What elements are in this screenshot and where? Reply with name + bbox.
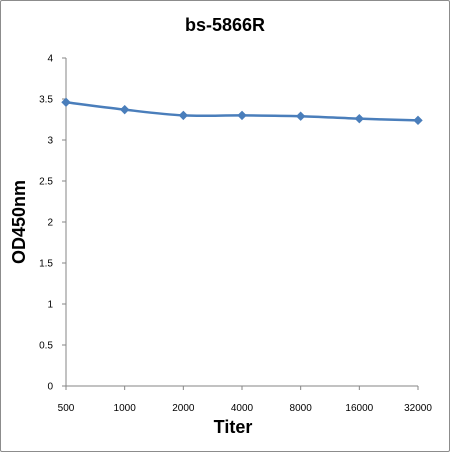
data-point xyxy=(237,110,247,121)
x-tick-label: 8000 xyxy=(290,403,313,414)
y-tick-labels: 0 0.5 1 1.5 2 2.5 3 3.5 4 xyxy=(39,54,53,393)
y-tick-label: 1.5 xyxy=(39,259,53,270)
axes xyxy=(62,57,419,390)
y-axis-title: OD450nm xyxy=(9,180,29,264)
data-point xyxy=(354,113,365,124)
y-tick-label: 4 xyxy=(47,54,53,65)
data-point xyxy=(178,110,189,121)
x-tick-label: 4000 xyxy=(231,403,254,414)
x-tick-label: 1000 xyxy=(114,403,137,414)
y-tick-label: 2.5 xyxy=(39,177,53,188)
data-point xyxy=(61,97,71,107)
data-point xyxy=(413,115,423,126)
x-tick-label: 16000 xyxy=(345,403,373,414)
y-tick-label: 0 xyxy=(47,382,53,393)
y-tick-label: 0.5 xyxy=(39,341,53,352)
chart-title: bs-5866R xyxy=(185,15,265,35)
x-tick-labels: 500 1000 2000 4000 8000 16000 32000 xyxy=(58,403,433,414)
data-point xyxy=(295,111,306,121)
data-point xyxy=(119,104,130,115)
x-tick-label: 500 xyxy=(58,403,75,414)
y-tick-label: 1 xyxy=(47,300,53,311)
series xyxy=(61,97,423,126)
x-axis-title: Titer xyxy=(214,417,253,437)
y-tick-label: 2 xyxy=(47,218,53,229)
y-tick-label: 3 xyxy=(47,136,53,147)
x-tick-label: 2000 xyxy=(172,403,195,414)
x-tick-label: 32000 xyxy=(404,403,432,414)
y-tick-label: 3.5 xyxy=(39,95,53,106)
